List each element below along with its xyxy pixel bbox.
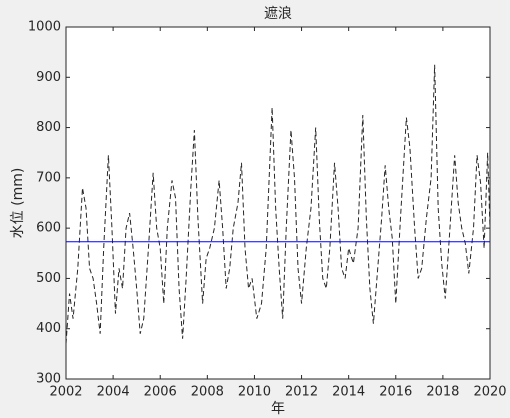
y-tick-label: 600	[36, 221, 61, 236]
chart-title: 遮浪	[264, 6, 292, 22]
x-tick-label: 2014	[332, 385, 365, 400]
x-tick-label: 2012	[285, 385, 318, 400]
axes-box	[65, 26, 491, 380]
x-tick-label: 2018	[426, 385, 459, 400]
y-tick-label: 300	[36, 372, 61, 387]
x-tick-label: 2004	[97, 385, 130, 400]
y-tick-label: 500	[36, 271, 61, 286]
y-tick-label: 700	[36, 170, 61, 185]
y-axis-label: 水位 (mm)	[10, 168, 26, 239]
y-tick-label: 1000	[28, 20, 61, 35]
y-tick-label: 800	[36, 120, 61, 135]
plot-area	[66, 27, 490, 379]
x-tick-label: 2008	[191, 385, 224, 400]
y-tick-label: 400	[36, 321, 61, 336]
x-tick-label: 2002	[49, 385, 82, 400]
x-tick-label: 2020	[473, 385, 506, 400]
x-tick-label: 2010	[238, 385, 271, 400]
data-line	[65, 64, 491, 344]
y-tick-label: 900	[36, 70, 61, 85]
x-tick-label: 2006	[144, 385, 177, 400]
x-tick-label: 2016	[379, 385, 412, 400]
x-axis-label: 年	[271, 401, 285, 417]
